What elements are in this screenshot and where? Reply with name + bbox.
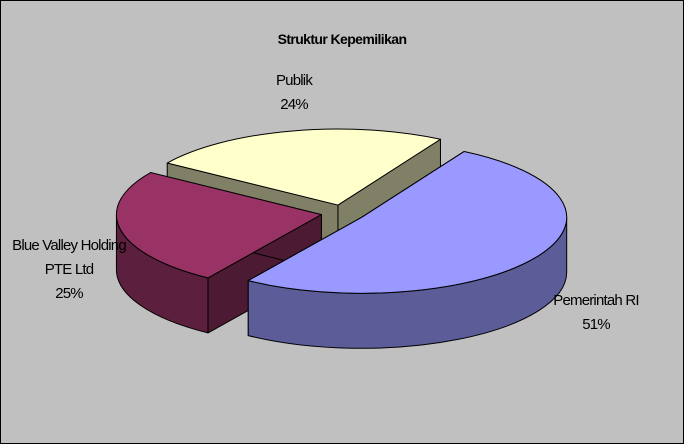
slice-label: Pemerintah RI 51% bbox=[521, 289, 671, 337]
slice-label: Blue Valley Holding PTE Ltd 25% bbox=[9, 234, 129, 306]
slice-name: Publik bbox=[275, 72, 313, 89]
chart-title: Struktur Kepemilikan bbox=[277, 31, 407, 47]
slice-label: Publik 24% bbox=[229, 69, 359, 117]
slice-value: 25% bbox=[55, 285, 83, 302]
slice-name: Pemerintah RI bbox=[553, 292, 639, 309]
pie-slice bbox=[247, 150, 568, 294]
pie-slice bbox=[166, 128, 441, 206]
pie-slice bbox=[115, 172, 322, 279]
slice-name: Blue Valley Holding PTE Ltd bbox=[12, 237, 127, 278]
slice-value: 51% bbox=[582, 316, 610, 333]
slice-value: 24% bbox=[280, 96, 308, 113]
